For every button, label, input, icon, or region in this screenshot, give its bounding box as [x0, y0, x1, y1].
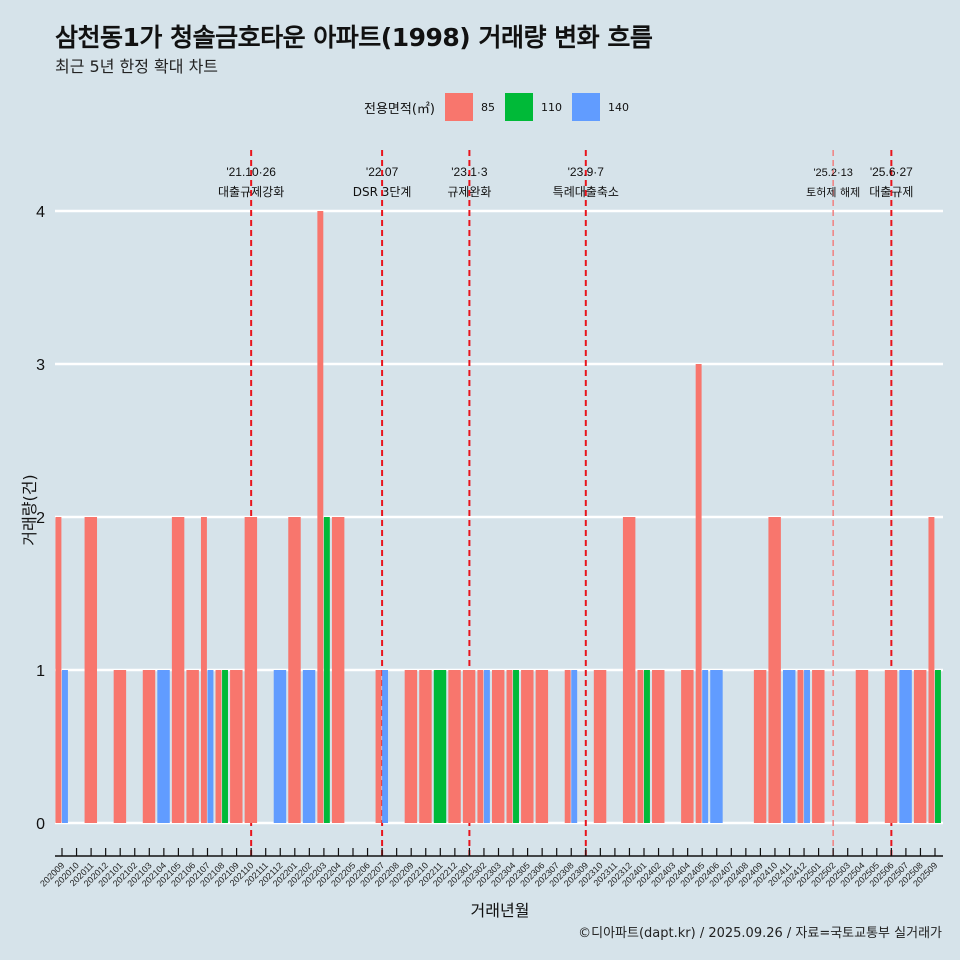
bar-202302-85	[477, 670, 484, 823]
bar-202509-110	[935, 670, 941, 823]
annotation-date: '23.1·3	[451, 165, 488, 179]
bar-202402-85	[652, 670, 665, 823]
annotation-label: 대출규제강화	[218, 185, 284, 199]
bar-202209-85	[404, 670, 418, 823]
bar-202412-85	[797, 670, 804, 823]
bar-202412-140	[804, 670, 810, 823]
bar-202212-85	[448, 670, 461, 823]
bar-202202-140	[302, 670, 316, 823]
y-axis: 0 1 2 3 4	[36, 204, 45, 833]
annotation-labels: '21.10·26 대출규제강화 '22.07 DSR 3단계 '23.1·3 규제완화 '…	[218, 165, 913, 199]
bar-202302-140	[483, 670, 490, 823]
legend: 전용면적(㎡) 85 110 140	[364, 92, 639, 122]
bar-202110-85	[244, 517, 258, 823]
bar-202401-85	[637, 670, 644, 823]
bar-202211-110	[433, 670, 447, 823]
y-axis-title: 거래량(건)	[20, 474, 39, 546]
legend-label-85: 85	[480, 100, 495, 114]
bar-202504-85	[855, 670, 869, 823]
annotation-label: 특례대출축소	[553, 185, 619, 199]
bar-202507-140	[899, 670, 912, 823]
bar-202405-85	[695, 364, 702, 823]
bar-202303-85	[491, 670, 505, 823]
bar-202009-85	[55, 517, 62, 823]
bar-202107-140	[207, 670, 214, 823]
annotation-date: '23.9·7	[568, 165, 605, 179]
bar-202108-110	[222, 670, 228, 823]
bar-202009-140	[62, 670, 68, 823]
bar-202107-85	[200, 517, 207, 823]
bar-202308-140	[571, 670, 578, 823]
x-axis-title: 거래년월	[470, 901, 530, 920]
bar-202509-85	[928, 517, 935, 823]
legend-title: 전용면적(㎡)	[364, 101, 435, 117]
legend-swatch-140	[571, 93, 600, 121]
bar-202508-85	[913, 670, 927, 823]
bar-202210-85	[419, 670, 432, 823]
bar-202207-140	[382, 670, 389, 823]
chart-title: 삼천동1가 청솔금호타운 아파트(1998) 거래량 변화 흐름	[55, 23, 653, 52]
chart-subtitle: 최근 5년 한정 확대 차트	[55, 57, 219, 76]
bar-202409-85	[753, 670, 767, 823]
bar-202301-85	[462, 670, 476, 823]
legend-label-110: 110	[540, 100, 562, 114]
bar-202410-85	[768, 517, 781, 823]
source-caption: ©디아파트(dapt.kr) / 2025.09.26 / 자료=국토교통부 실…	[578, 926, 942, 941]
bar-202304-110	[513, 670, 519, 823]
legend-label-140: 140	[607, 100, 629, 114]
bar-202105-85	[171, 517, 185, 823]
bar-202308-85	[564, 670, 571, 823]
legend-swatch-110	[504, 93, 533, 121]
y-tick-label: 0	[36, 816, 45, 833]
bar-202406-140	[710, 670, 723, 823]
y-tick-label: 3	[36, 357, 45, 374]
bar-202101-85	[113, 670, 127, 823]
bar-202306-85	[535, 670, 549, 823]
bar-202401-110	[644, 670, 650, 823]
bar-202204-85	[331, 517, 345, 823]
y-tick-label: 4	[36, 204, 45, 221]
x-axis: 2020092020102020112020122021012021022021…	[38, 848, 943, 889]
bar-202112-140	[273, 670, 287, 823]
bar-202011-85	[84, 517, 98, 823]
bar-202305-85	[521, 670, 534, 823]
bar-202203-85	[317, 211, 324, 823]
bar-202312-85	[622, 517, 636, 823]
bar-202201-85	[288, 517, 301, 823]
annotation-label: 토허제 해제	[806, 185, 860, 199]
annotation-label: 규제완화	[447, 185, 491, 199]
bar-202411-140	[782, 670, 796, 823]
annotation-date: '21.10·26	[226, 165, 276, 179]
bar-202501-85	[812, 670, 825, 823]
bar-202203-110	[323, 517, 330, 823]
bars	[55, 211, 941, 823]
bar-202103-85	[142, 670, 156, 823]
bar-202405-140	[702, 670, 709, 823]
bar-202404-85	[681, 670, 694, 823]
bar-202310-85	[593, 670, 607, 823]
y-tick-label: 2	[36, 510, 45, 527]
bar-202207-85	[375, 670, 382, 823]
annotation-date: '25.6·27	[870, 165, 913, 179]
y-tick-label: 1	[36, 663, 45, 680]
annotation-date: '25.2·13	[813, 167, 852, 179]
legend-swatch-85	[444, 93, 473, 121]
bar-202109-85	[230, 670, 243, 823]
bar-202108-85	[215, 670, 222, 823]
bar-202506-85	[884, 670, 898, 823]
bar-202304-85	[506, 670, 513, 823]
annotation-label: DSR 3단계	[353, 185, 412, 199]
annotation-lines	[250, 150, 893, 856]
annotation-date: '22.07	[366, 165, 399, 179]
bar-202104-140	[157, 670, 170, 823]
annotation-label: 대출규제	[869, 185, 913, 199]
bar-202106-85	[186, 670, 199, 823]
